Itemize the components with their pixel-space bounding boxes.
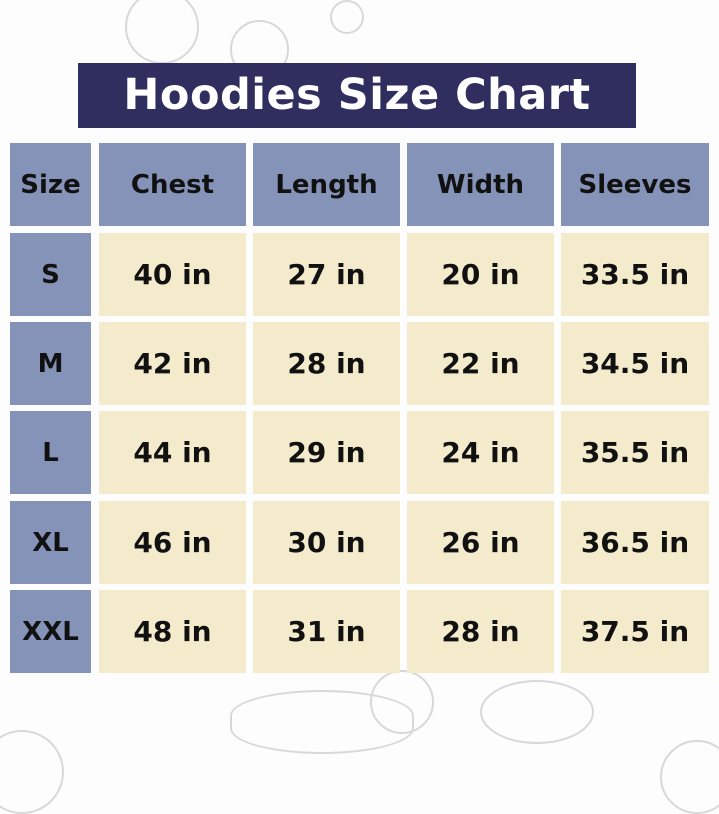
measurement-length: 29 in [253, 411, 400, 494]
measurement-length: 31 in [253, 590, 400, 673]
measurement-sleeves: 33.5 in [561, 233, 709, 316]
measurement-width: 24 in [407, 411, 554, 494]
measurement-chest: 40 in [99, 233, 246, 316]
measurement-length: 28 in [253, 322, 400, 405]
measurement-chest: 42 in [99, 322, 246, 405]
measurement-width: 28 in [407, 590, 554, 673]
measurement-sleeves: 36.5 in [561, 501, 709, 584]
size-label: M [10, 322, 91, 405]
measurement-sleeves: 35.5 in [561, 411, 709, 494]
measurement-width: 26 in [407, 501, 554, 584]
measurement-length: 30 in [253, 501, 400, 584]
measurement-width: 22 in [407, 322, 554, 405]
measurement-width: 20 in [407, 233, 554, 316]
measurement-sleeves: 34.5 in [561, 322, 709, 405]
column-header-chest: Chest [99, 143, 246, 226]
column-header-length: Length [253, 143, 400, 226]
size-label: XXL [10, 590, 91, 673]
measurement-sleeves: 37.5 in [561, 590, 709, 673]
column-header-sleeves: Sleeves [561, 143, 709, 226]
size-label: L [10, 411, 91, 494]
column-header-width: Width [407, 143, 554, 226]
measurement-chest: 44 in [99, 411, 246, 494]
measurement-chest: 48 in [99, 590, 246, 673]
size-label: S [10, 233, 91, 316]
column-header-size: Size [10, 143, 91, 226]
page-title: Hoodies Size Chart [78, 63, 636, 128]
measurement-chest: 46 in [99, 501, 246, 584]
measurement-length: 27 in [253, 233, 400, 316]
size-label: XL [10, 501, 91, 584]
